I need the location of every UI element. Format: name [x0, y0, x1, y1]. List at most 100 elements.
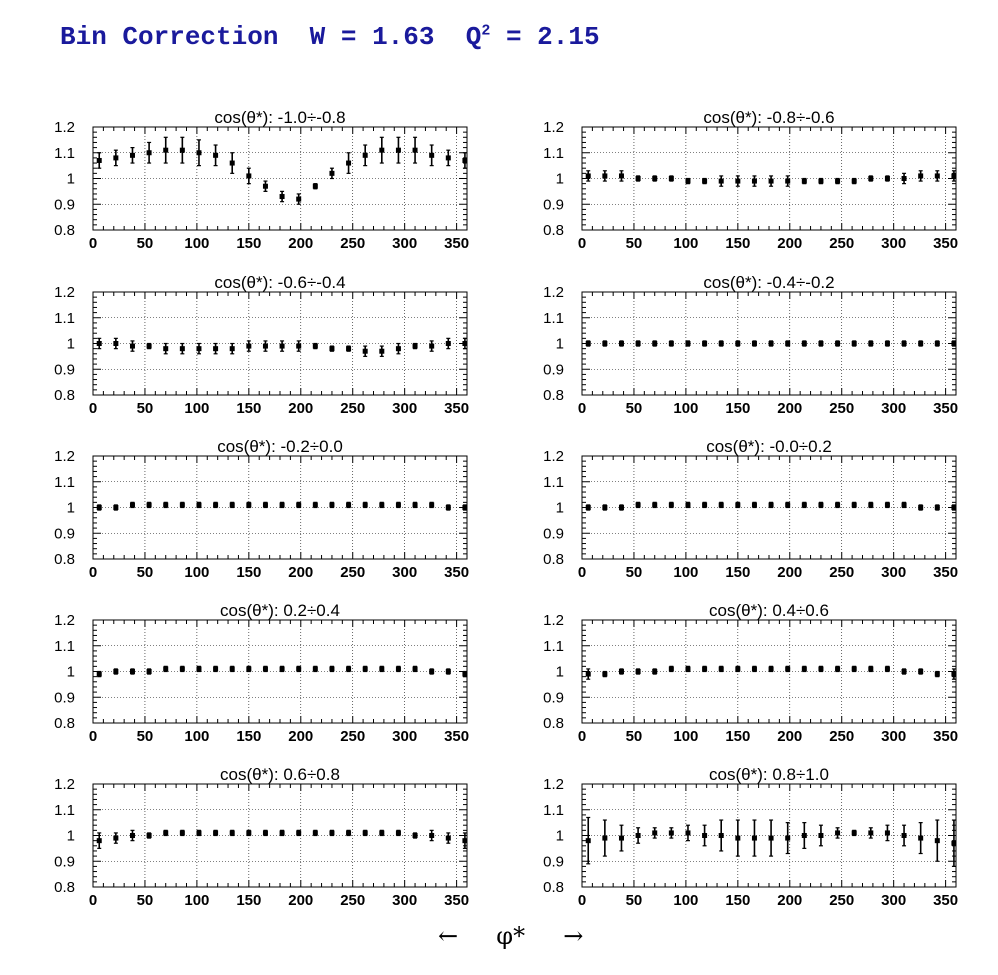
data-point	[668, 827, 674, 839]
x-tick-label: 0	[89, 728, 97, 745]
y-tick-label: 0.9	[543, 361, 564, 378]
data-marker	[229, 666, 235, 672]
data-point	[246, 167, 252, 185]
data-point	[246, 501, 252, 509]
x-tick-label: 250	[829, 564, 854, 581]
data-marker	[462, 157, 468, 163]
x-tick-label: 200	[777, 564, 802, 581]
data-point	[818, 340, 824, 347]
data-point	[884, 824, 890, 842]
data-point	[213, 144, 219, 167]
chart-panel-3: cos(θ*): -0.6÷-0.4 0 50 100 150 200 250 300 350 0…	[54, 273, 469, 417]
data-point	[751, 501, 757, 509]
data-marker	[229, 160, 235, 166]
data-marker	[951, 840, 957, 846]
data-point	[395, 342, 401, 355]
data-point	[296, 829, 302, 837]
data-marker	[279, 502, 285, 508]
x-tick-label: 150	[725, 235, 750, 252]
data-marker	[951, 173, 957, 179]
data-marker	[768, 341, 774, 346]
data-point	[429, 340, 435, 352]
data-point	[735, 665, 741, 673]
data-marker	[801, 341, 807, 346]
x-tick-label: 300	[392, 564, 417, 581]
y-tick-label: 0.9	[54, 196, 75, 213]
data-marker	[429, 502, 435, 508]
data-point	[379, 345, 385, 357]
y-tick-label: 0.8	[543, 715, 564, 732]
data-marker	[412, 502, 418, 508]
data-marker	[312, 343, 318, 349]
data-marker	[445, 341, 451, 346]
data-point	[618, 170, 624, 182]
x-tick-label: 150	[725, 400, 750, 417]
x-tick-label: 250	[340, 235, 365, 252]
x-tick-label: 150	[725, 728, 750, 745]
data-marker	[918, 505, 924, 510]
data-marker	[768, 502, 774, 508]
data-marker	[835, 666, 841, 672]
x-tick-label: 200	[777, 728, 802, 745]
data-marker	[934, 505, 940, 510]
data-point	[229, 829, 235, 837]
data-point	[785, 822, 791, 855]
data-marker	[129, 152, 135, 158]
data-marker	[702, 666, 708, 672]
x-tick-label: 0	[578, 400, 586, 417]
data-marker	[96, 505, 102, 510]
data-marker	[146, 833, 152, 838]
data-marker	[362, 348, 368, 354]
x-tick-label: 250	[340, 892, 365, 909]
data-point	[113, 149, 119, 167]
y-tick-label: 0.8	[54, 222, 75, 239]
data-marker	[702, 502, 708, 508]
y-tick-label: 1.2	[54, 119, 75, 136]
data-marker	[934, 671, 940, 677]
y-tick-label: 1	[556, 664, 564, 681]
x-tick-label: 100	[673, 728, 698, 745]
data-marker	[445, 155, 451, 161]
data-marker	[901, 669, 907, 674]
y-tick-label: 1.1	[54, 802, 75, 819]
data-marker	[785, 341, 791, 346]
data-marker	[818, 666, 824, 672]
data-marker	[918, 173, 924, 179]
data-point	[835, 501, 841, 509]
x-tick-label: 150	[236, 400, 261, 417]
data-point	[868, 175, 874, 182]
data-point	[146, 668, 152, 675]
data-point	[818, 501, 824, 509]
data-point	[751, 175, 757, 187]
data-marker	[379, 666, 385, 672]
data-marker	[668, 341, 674, 346]
x-tick-label: 50	[137, 564, 154, 581]
data-marker	[768, 835, 774, 841]
data-point	[884, 340, 890, 347]
data-point	[751, 340, 757, 347]
data-marker	[585, 505, 591, 510]
data-marker	[113, 669, 119, 674]
data-point	[179, 829, 185, 837]
data-point	[129, 668, 135, 675]
data-point	[445, 149, 451, 167]
chart-panel-5: cos(θ*): -0.2÷0.0 0 50 100 150 200 250 300 350 0.…	[54, 437, 469, 581]
data-point	[635, 501, 641, 509]
panel-title: cos(θ*): -0.2÷0.0	[217, 437, 343, 456]
data-marker	[346, 666, 352, 672]
data-marker	[395, 502, 401, 508]
x-tick-label: 250	[829, 728, 854, 745]
data-point	[296, 665, 302, 673]
x-tick-label: 0	[89, 400, 97, 417]
y-tick-label: 1.2	[543, 776, 564, 793]
data-point	[445, 832, 451, 844]
y-tick-label: 0.9	[54, 361, 75, 378]
panel-title: cos(θ*): -0.8÷-0.6	[703, 108, 834, 127]
data-point	[196, 501, 202, 509]
x-tick-label: 200	[777, 235, 802, 252]
data-point	[934, 504, 940, 511]
data-marker	[818, 341, 824, 346]
data-point	[412, 136, 418, 164]
data-marker	[602, 505, 608, 510]
data-marker	[346, 830, 352, 836]
